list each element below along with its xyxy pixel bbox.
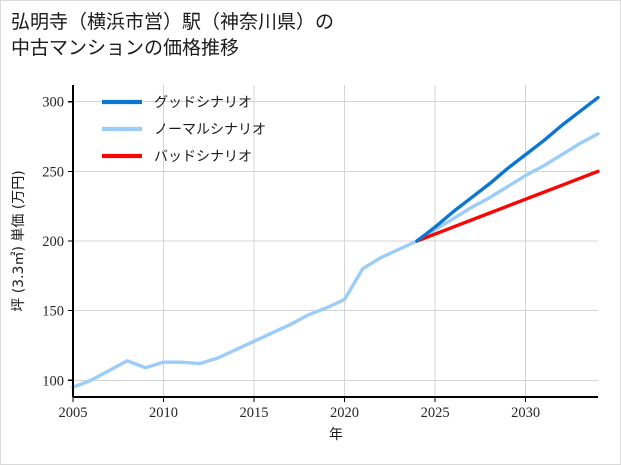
x-tick-label: 2025	[421, 405, 450, 421]
x-tick-label: 2005	[59, 405, 88, 421]
y-axis-tick-labels: 100 150 200 250 300	[42, 95, 64, 390]
y-tick-label: 100	[42, 373, 64, 389]
gridlines	[72, 85, 598, 397]
y-tick-label: 250	[42, 164, 64, 180]
x-tick-label: 2015	[240, 405, 269, 421]
page-title: 弘明寺（横浜市営）駅（神奈川県）の 中古マンションの価格推移	[11, 11, 335, 59]
series-line-ノーマルシナリオ	[71, 132, 600, 389]
y-tick-label: 200	[42, 234, 64, 250]
y-tick-label: 300	[42, 95, 64, 111]
series-line-グッドシナリオ	[415, 95, 600, 243]
legend-label-1: ノーマルシナリオ	[154, 122, 266, 138]
series-line-バッドシナリオ	[415, 169, 600, 243]
legend-label-2: バッドシナリオ	[154, 149, 252, 165]
x-tick-label: 2020	[330, 405, 359, 421]
x-tick-label: 2030	[511, 405, 540, 421]
axis-titles: 年 坪 (3.3㎡) 単価 (万円)	[11, 170, 343, 443]
y-tick-label: 150	[42, 304, 64, 320]
x-tick-label: 2010	[149, 405, 178, 421]
y-axis-title: 坪 (3.3㎡) 単価 (万円)	[11, 170, 27, 311]
axis-spines	[72, 85, 598, 398]
legend-label-0: グッドシナリオ	[154, 95, 252, 111]
data-series	[71, 95, 600, 389]
x-axis-tick-labels: 2005 2010 2015 2020 2025 2030	[59, 405, 541, 421]
tick-marks	[68, 101, 527, 402]
x-axis-title: 年	[329, 427, 343, 443]
